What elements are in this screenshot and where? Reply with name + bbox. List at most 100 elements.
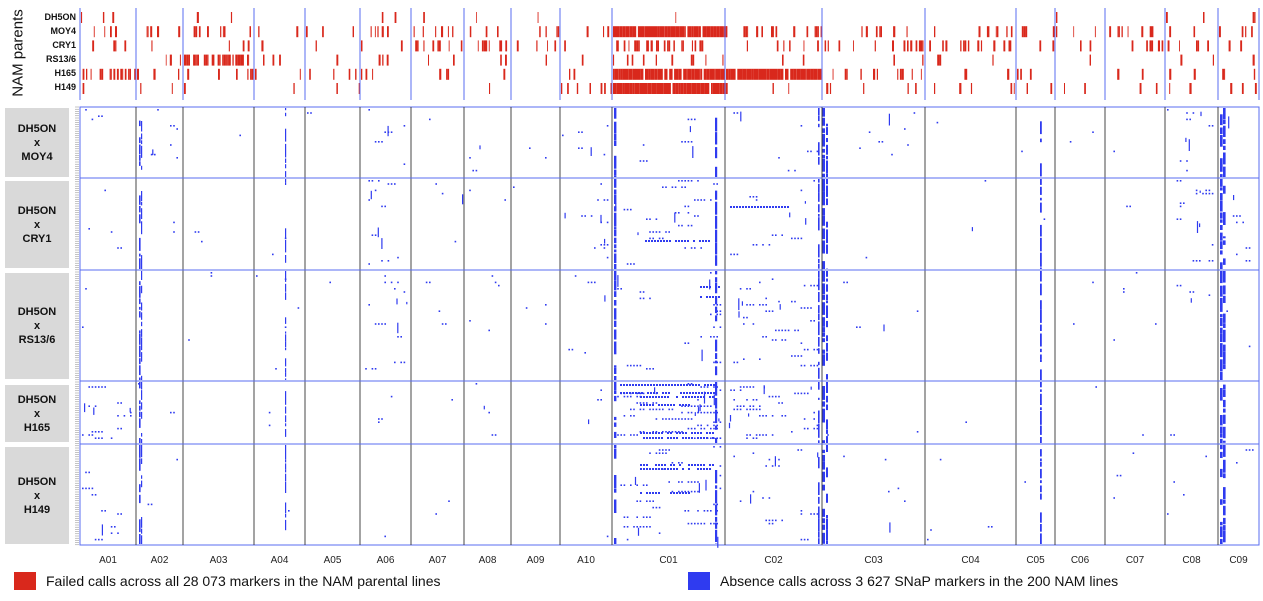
failed-call-mark bbox=[789, 40, 791, 52]
absence-call-mark bbox=[1129, 205, 1131, 208]
failed-call-mark bbox=[629, 83, 632, 94]
failed-call-mark bbox=[505, 54, 507, 66]
absence-band-segment bbox=[1220, 526, 1223, 538]
absence-call-mark bbox=[687, 481, 690, 483]
absence-band-segment bbox=[285, 171, 287, 177]
absence-call-mark bbox=[1179, 160, 1182, 162]
absence-band-segment bbox=[614, 300, 617, 306]
absence-stripe-mark bbox=[685, 396, 687, 398]
failed-call-mark bbox=[1169, 68, 1172, 80]
absence-band-segment bbox=[826, 518, 828, 530]
absence-stripe-mark bbox=[620, 384, 622, 386]
absence-stripe-mark bbox=[707, 392, 709, 394]
absence-band-segment bbox=[822, 449, 825, 454]
failed-call-mark bbox=[322, 26, 324, 38]
absence-call-mark bbox=[762, 304, 764, 306]
failed-call-mark bbox=[1052, 26, 1055, 38]
failed-call-mark bbox=[726, 68, 729, 80]
failed-call-mark bbox=[1039, 40, 1042, 52]
absence-band-segment bbox=[826, 179, 828, 185]
failed-call-mark bbox=[1017, 68, 1019, 80]
failed-call-mark bbox=[1089, 40, 1092, 52]
absence-call-mark bbox=[803, 307, 806, 309]
absence-stripe-mark bbox=[649, 396, 651, 398]
failed-call-mark bbox=[617, 40, 619, 52]
absence-call-mark bbox=[749, 304, 751, 306]
absence-call-mark bbox=[469, 157, 471, 159]
failed-call-mark bbox=[481, 40, 484, 52]
cross-label-moy4: DH5ON x MOY4 bbox=[5, 108, 69, 177]
absence-call-mark bbox=[387, 183, 390, 185]
failed-call-mark bbox=[536, 40, 538, 52]
failed-call-mark bbox=[129, 68, 131, 80]
failed-call-mark bbox=[198, 26, 201, 38]
absence-call-mark bbox=[658, 449, 661, 451]
failed-call-mark bbox=[838, 40, 841, 52]
absence-call-mark bbox=[765, 310, 767, 312]
failed-call-mark bbox=[1212, 54, 1214, 66]
failed-call-mark bbox=[1169, 26, 1172, 38]
absence-stripe-mark bbox=[682, 492, 684, 494]
failed-call-mark bbox=[1169, 83, 1171, 94]
absence-call-mark bbox=[368, 199, 370, 201]
absence-band-segment bbox=[818, 410, 820, 424]
failed-call-mark bbox=[626, 54, 629, 66]
absence-call-mark bbox=[690, 427, 693, 430]
absence-call-mark bbox=[98, 538, 100, 541]
failed-call-mark bbox=[810, 68, 814, 80]
absence-band-segment bbox=[715, 117, 718, 132]
absence-band-segment bbox=[1223, 166, 1226, 170]
legend-label-absence: Absence calls across 3 627 SNaP markers … bbox=[720, 573, 1119, 589]
failed-call-mark bbox=[1240, 40, 1243, 52]
absence-call-mark bbox=[617, 288, 619, 290]
absence-call-mark bbox=[642, 402, 645, 404]
absence-band-segment bbox=[715, 283, 718, 294]
absence-call-mark bbox=[488, 411, 490, 414]
absence-stripe-mark bbox=[668, 392, 670, 394]
failed-call-mark bbox=[586, 26, 589, 38]
absence-call-mark bbox=[762, 244, 764, 246]
failed-call-mark bbox=[150, 26, 153, 38]
absence-call-mark bbox=[703, 510, 706, 512]
absence-call-mark bbox=[655, 452, 658, 454]
absence-call-mark bbox=[813, 320, 815, 322]
absence-call-mark bbox=[85, 109, 87, 111]
failed-call-mark bbox=[793, 68, 797, 80]
absence-stripe-mark bbox=[653, 392, 655, 394]
cross-line1: DH5ON bbox=[17, 204, 57, 217]
failed-call-mark bbox=[712, 83, 716, 94]
absence-band-segment bbox=[1220, 193, 1223, 201]
absence-call-mark bbox=[791, 237, 793, 240]
absence-call-mark bbox=[1024, 481, 1026, 483]
cross-line2: x bbox=[33, 407, 41, 420]
absence-call-mark bbox=[759, 304, 761, 306]
failed-call-mark bbox=[758, 68, 763, 80]
absence-call-mark bbox=[435, 183, 437, 185]
absence-call-mark bbox=[674, 212, 676, 223]
failed-call-mark bbox=[785, 68, 789, 80]
failed-call-mark bbox=[747, 26, 749, 38]
failed-call-mark bbox=[762, 68, 767, 80]
absence-stripe-mark bbox=[654, 240, 656, 242]
absence-call-mark bbox=[600, 183, 602, 185]
absence-call-mark bbox=[736, 405, 739, 407]
failed-call-mark bbox=[709, 68, 715, 80]
absence-call-mark bbox=[800, 510, 803, 512]
absence-call-mark bbox=[794, 392, 796, 395]
absence-band-segment bbox=[1040, 333, 1042, 347]
absence-call-mark bbox=[210, 272, 213, 274]
absence-stripe-mark bbox=[760, 206, 762, 208]
failed-call-mark bbox=[934, 26, 936, 38]
absence-call-mark bbox=[700, 336, 702, 338]
absence-call-mark bbox=[746, 408, 748, 411]
absence-call-mark bbox=[658, 408, 661, 411]
failed-call-mark bbox=[197, 54, 199, 66]
absence-call-mark bbox=[1232, 215, 1235, 217]
absence-call-mark bbox=[697, 522, 699, 525]
failed-call-mark bbox=[873, 68, 876, 80]
failed-call-mark bbox=[1131, 40, 1134, 52]
absence-stripe-mark bbox=[651, 240, 653, 242]
absence-stripe-mark bbox=[697, 432, 699, 434]
absence-call-mark bbox=[1248, 247, 1251, 249]
absence-call-mark bbox=[843, 455, 845, 458]
